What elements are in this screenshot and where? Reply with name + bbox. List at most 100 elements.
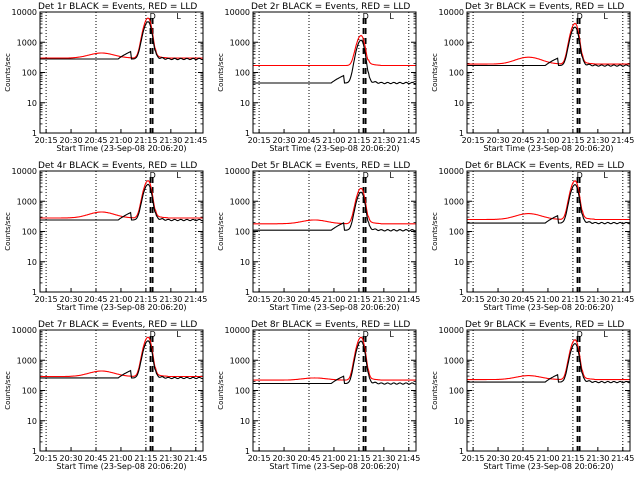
x-tick-label: 21:30 (159, 295, 182, 304)
y-tick-label: 10000 (12, 8, 37, 17)
x-axis-label: Start Time (23-Sep-08 20:06:20) (483, 144, 613, 153)
y-axis-label: Counts/sec (217, 212, 225, 251)
series-line-lld (253, 336, 416, 381)
x-tick-label: 20:30 (487, 295, 510, 304)
y-axis-label: Counts/sec (431, 53, 439, 92)
x-tick-label: 20:45 (84, 295, 107, 304)
x-tick-label: 21:30 (586, 295, 609, 304)
y-axis-label: Counts/sec (4, 212, 12, 251)
x-tick-label: 21:45 (611, 454, 634, 463)
x-tick-label: 21:45 (397, 136, 420, 145)
x-axis-label: Start Time (23-Sep-08 20:06:20) (56, 303, 186, 312)
x-tick-label: 21:15 (347, 454, 370, 463)
x-tick-label: 20:30 (273, 454, 296, 463)
y-tick-label: 1 (459, 447, 464, 456)
x-axis-label: Start Time (23-Sep-08 20:06:20) (269, 144, 399, 153)
flare-marker-label: L (389, 171, 394, 180)
flare-marker-label: D (150, 171, 156, 180)
plot-frame (39, 170, 204, 293)
x-axis-label: Start Time (23-Sep-08 20:06:20) (483, 462, 613, 471)
plot-frame (466, 329, 631, 452)
x-tick-label: 21:30 (372, 454, 395, 463)
x-tick-label: 20:15 (35, 136, 58, 145)
x-tick-label: 21:45 (184, 454, 207, 463)
x-tick-label: 20:15 (35, 454, 58, 463)
x-axis-label: Start Time (23-Sep-08 20:06:20) (56, 462, 186, 471)
series-line-events (40, 21, 204, 61)
x-tick-label: 21:00 (322, 454, 345, 463)
series-line-lld (253, 34, 416, 67)
panel-title: Det 8r BLACK = Events, RED = LLD (251, 320, 410, 330)
y-axis-label: Counts/sec (217, 371, 225, 410)
y-tick-label: 100 (449, 387, 464, 396)
y-tick-label: 10000 (12, 167, 37, 176)
x-tick-label: 21:00 (322, 136, 345, 145)
x-tick-label: 20:45 (297, 454, 320, 463)
flare-marker-label: D (363, 171, 369, 180)
x-tick-label: 20:15 (248, 136, 271, 145)
plot-frame (466, 11, 631, 134)
x-tick-label: 20:30 (60, 136, 83, 145)
flare-marker-label: D (363, 12, 369, 21)
series-line-events (467, 342, 631, 384)
x-tick-label: 21:45 (397, 454, 420, 463)
y-tick-label: 1000 (17, 38, 37, 47)
x-tick-label: 20:15 (35, 295, 58, 304)
x-tick-label: 21:00 (536, 295, 559, 304)
flare-marker-label: D (577, 171, 583, 180)
series-line-lld (253, 187, 416, 225)
y-tick-label: 1000 (230, 38, 250, 47)
x-tick-label: 21:00 (109, 454, 132, 463)
x-tick-label: 20:15 (462, 295, 485, 304)
x-tick-label: 20:30 (273, 136, 296, 145)
plot-frame (252, 170, 417, 293)
flare-marker-label: L (176, 330, 181, 339)
y-tick-label: 1 (32, 447, 37, 456)
x-tick-label: 20:45 (511, 295, 534, 304)
plot-frame (252, 11, 417, 134)
y-tick-label: 1000 (444, 38, 464, 47)
x-tick-label: 21:00 (536, 454, 559, 463)
y-tick-label: 1000 (17, 356, 37, 365)
x-tick-label: 20:30 (273, 295, 296, 304)
flare-marker-label: L (603, 330, 608, 339)
x-tick-label: 21:15 (347, 295, 370, 304)
flare-marker-label: L (176, 12, 181, 21)
y-tick-label: 10000 (439, 167, 464, 176)
x-axis-label: Start Time (23-Sep-08 20:06:20) (269, 303, 399, 312)
series-line-lld (467, 180, 630, 221)
y-axis-label: Counts/sec (431, 371, 439, 410)
y-tick-label: 10000 (439, 326, 464, 335)
x-tick-label: 20:45 (297, 295, 320, 304)
x-tick-label: 21:45 (397, 295, 420, 304)
y-tick-label: 10 (27, 258, 37, 267)
panel-title: Det 6r BLACK = Events, RED = LLD (465, 161, 624, 171)
y-tick-label: 1000 (444, 197, 464, 206)
x-tick-label: 21:15 (561, 136, 584, 145)
plot-frame (39, 11, 204, 134)
x-tick-label: 21:15 (347, 136, 370, 145)
flare-marker-label: L (603, 171, 608, 180)
series-line-events (467, 26, 631, 67)
flare-marker-label: L (389, 12, 394, 21)
x-tick-label: 21:30 (372, 136, 395, 145)
series-line-events (40, 183, 204, 222)
y-axis-label: Counts/sec (431, 212, 439, 251)
y-tick-label: 100 (235, 387, 250, 396)
y-tick-label: 1 (245, 288, 250, 297)
flare-marker-label: D (363, 330, 369, 339)
y-tick-label: 1 (32, 129, 37, 138)
y-tick-label: 100 (235, 228, 250, 237)
y-axis-label: Counts/sec (4, 371, 12, 410)
x-tick-label: 21:45 (611, 295, 634, 304)
y-tick-label: 10 (240, 417, 250, 426)
y-tick-label: 1 (32, 288, 37, 297)
